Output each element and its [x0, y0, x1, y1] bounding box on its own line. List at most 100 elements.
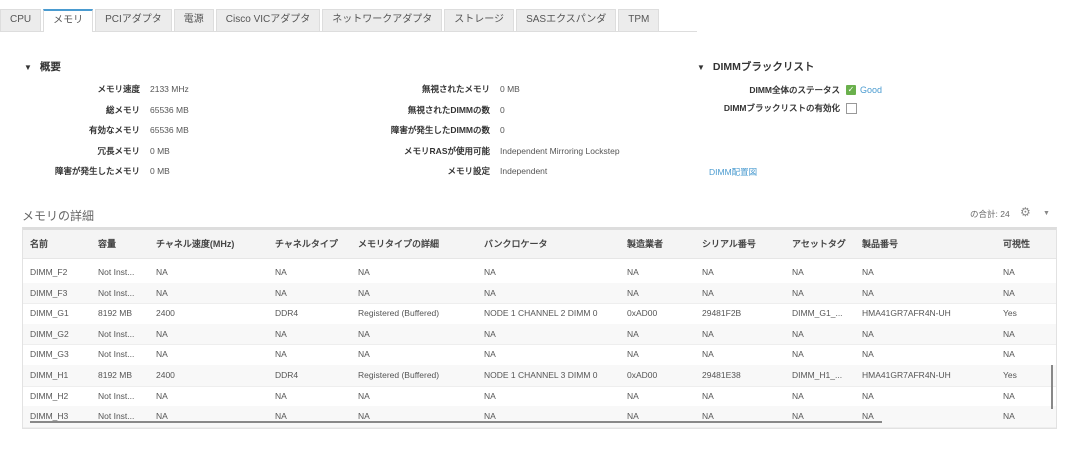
table-cell: NA: [792, 349, 804, 360]
tab-0[interactable]: CPU: [0, 9, 42, 31]
table-cell: Registered (Buffered): [358, 308, 440, 319]
table-cell: DIMM_G1_...: [792, 308, 843, 319]
field-label: メモリRASが使用可能: [404, 145, 490, 156]
total-count: の合計: 24: [970, 209, 1010, 219]
table-cell: 2400: [156, 308, 175, 319]
table-cell: NA: [156, 349, 168, 360]
tab-2[interactable]: PCIアダプタ: [95, 9, 172, 31]
table-cell: HMA41GR7AFR4N-UH: [862, 370, 951, 380]
table-cell: 29481E38: [702, 370, 741, 380]
table-cell: NA: [702, 349, 714, 360]
column-header[interactable]: 可視性: [1003, 239, 1031, 249]
column-header[interactable]: 容量: [98, 239, 117, 249]
column-header[interactable]: バンクロケータ: [484, 239, 548, 249]
table-cell: NA: [862, 267, 874, 277]
column-header[interactable]: チャネルタイプ: [275, 239, 338, 249]
chevron-down-icon[interactable]: ▼: [1043, 210, 1050, 217]
table-cell: NA: [792, 328, 804, 339]
table-cell: NA: [358, 328, 370, 339]
field-label: 冗長メモリ: [97, 145, 140, 156]
field-label: メモリ速度: [97, 84, 140, 94]
table-cell: 29481F2B: [702, 308, 742, 319]
field-label: 有効なメモリ: [88, 125, 140, 135]
field-value: 0 MB: [150, 166, 170, 176]
table-cell: NA: [1003, 328, 1015, 339]
table-cell: NA: [484, 349, 496, 360]
field-value: 0: [500, 125, 505, 135]
column-header[interactable]: メモリタイプの詳細: [358, 239, 440, 249]
vertical-scrollbar[interactable]: [1051, 365, 1053, 409]
column-header[interactable]: 製造業者: [627, 239, 664, 249]
table-row[interactable]: DIMM_F2 Not Inst... NA NA NA NA NA NA NA NA NA: [23, 262, 1056, 284]
table-row[interactable]: DIMM_H1 8192 MB 2400 DDR4 Registered (Buffer…: [23, 365, 1056, 387]
status-check-icon: ✓: [846, 85, 856, 95]
table-cell: DDR4: [275, 308, 299, 319]
summary-field: 無視されたDIMMの数 0: [330, 103, 505, 117]
table-row[interactable]: DIMM_H2 Not Inst... NA NA NA NA NA NA NA NA NA: [23, 386, 1056, 408]
field-value: 0 MB: [150, 145, 170, 156]
table-cell: Not Inst...: [98, 287, 135, 298]
table-cell: NA: [275, 287, 287, 298]
table-cell: Not Inst...: [98, 267, 135, 277]
tab-5[interactable]: ネットワークアダプタ: [322, 9, 443, 31]
table-cell: 8192 MB: [98, 308, 133, 319]
table-cell: DDR4: [275, 370, 299, 380]
field-label: 障害が発生したメモリ: [54, 166, 140, 176]
table-cell: Yes: [1003, 308, 1017, 319]
table-cell: NA: [1003, 390, 1015, 401]
column-header[interactable]: チャネル速度(MHz): [156, 239, 235, 249]
dimm-layout-link[interactable]: DIMM配置図: [709, 167, 758, 177]
horizontal-scrollbar[interactable]: [30, 421, 882, 423]
summary-field: 無視されたメモリ 0 MB: [330, 82, 520, 96]
table-row[interactable]: DIMM_G1 8192 MB 2400 DDR4 Registered (Buffer…: [23, 303, 1056, 325]
table-cell: NA: [358, 390, 370, 401]
field-value: 0: [500, 104, 505, 115]
table-row[interactable]: DIMM_G3 Not Inst... NA NA NA NA NA NA NA NA NA: [23, 344, 1056, 366]
tab-1[interactable]: メモリ: [43, 9, 94, 32]
table-cell: NA: [275, 267, 287, 277]
dimm-status-value: Good: [860, 85, 883, 95]
table-cell: NA: [702, 390, 714, 401]
table-cell: DIMM_F3: [30, 287, 68, 298]
table-cell: NA: [484, 328, 496, 339]
table-cell: Not Inst...: [98, 411, 135, 422]
table-cell: NA: [627, 349, 639, 360]
table-cell: 8192 MB: [98, 370, 133, 380]
table-cell: NA: [275, 349, 287, 360]
blacklist-header[interactable]: ▼ DIMMブラックリスト: [697, 59, 814, 74]
table-cell: NA: [1003, 411, 1015, 422]
table-cell: NA: [484, 411, 496, 422]
blacklist-enable-label: DIMMブラックリストの有効化: [723, 103, 840, 113]
table-row[interactable]: DIMM_G2 Not Inst... NA NA NA NA NA NA NA NA NA: [23, 323, 1056, 346]
table-row[interactable]: DIMM_F3 Not Inst... NA NA NA NA NA NA NA NA NA: [23, 282, 1056, 305]
table-cell: Yes: [1003, 370, 1017, 380]
table-cell: NA: [156, 267, 168, 277]
table-cell: NA: [484, 287, 496, 298]
details-title: メモリの詳細: [22, 209, 95, 223]
blacklist-enable-checkbox[interactable]: [846, 102, 857, 114]
column-header[interactable]: 名前: [30, 239, 49, 249]
summary-header[interactable]: ▼ 概要: [24, 59, 61, 74]
tab-3[interactable]: 電源: [173, 9, 214, 31]
field-label: メモリ設定: [447, 166, 490, 176]
gear-icon[interactable]: ⚙: [1020, 205, 1031, 219]
column-header[interactable]: シリアル番号: [702, 239, 756, 249]
table-cell: NA: [702, 287, 714, 298]
table-cell: NA: [792, 267, 804, 277]
table-cell: NA: [627, 267, 639, 277]
summary-field: 障害が発生したメモリ 0 MB: [20, 164, 170, 178]
table-cell: DIMM_G2: [30, 328, 69, 339]
table-row[interactable]: DIMM_H3 Not Inst... NA NA NA NA NA NA NA NA NA: [23, 406, 1056, 428]
tab-8[interactable]: TPM: [618, 9, 660, 31]
blacklist-title: DIMMブラックリスト: [712, 61, 815, 73]
table-cell: Not Inst...: [98, 328, 135, 339]
column-header[interactable]: 製品番号: [862, 239, 899, 249]
field-value: 2133 MHz: [150, 84, 189, 94]
tab-4[interactable]: Cisco VICアダプタ: [215, 9, 321, 31]
column-header[interactable]: アセットタグ: [792, 239, 846, 249]
tab-6[interactable]: ストレージ: [444, 9, 515, 31]
table-cell: DIMM_H1: [30, 370, 69, 380]
tab-7[interactable]: SASエクスパンダ: [516, 9, 617, 31]
table-cell: NA: [156, 328, 168, 339]
field-label: 総メモリ: [105, 104, 140, 115]
